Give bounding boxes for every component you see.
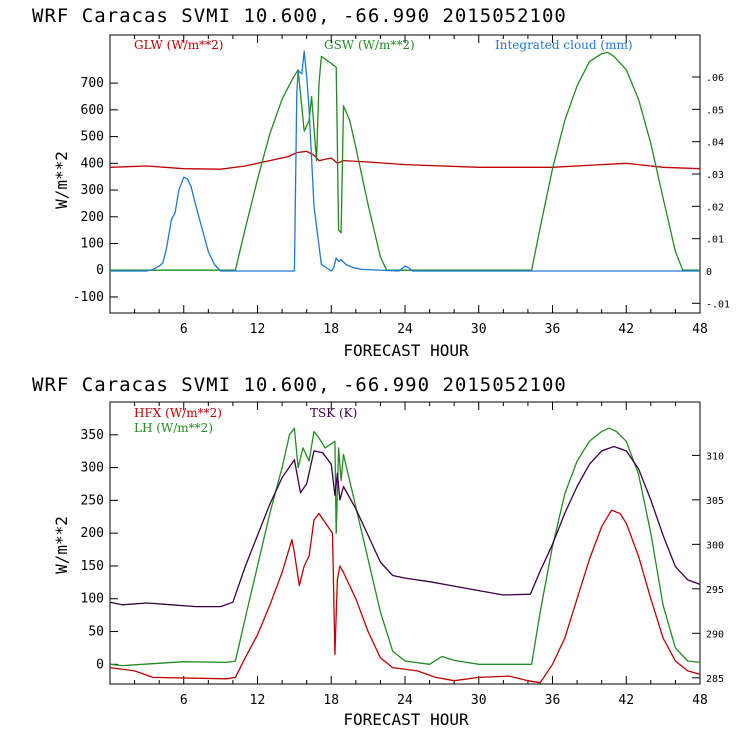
x-tick-label: 42 (618, 322, 634, 337)
y2-tick-label: .05 (706, 105, 724, 116)
y-tick-label: 300 (81, 461, 104, 476)
y-tick-label: 700 (81, 76, 104, 91)
series-line-glw (109, 150, 701, 170)
y-tick-label: 600 (81, 103, 104, 118)
top-panel-title: WRF Caracas SVMI 10.600, -66.990 2015052… (32, 5, 567, 27)
y2-tick-label: .03 (706, 170, 724, 181)
y-tick-label: 150 (81, 559, 104, 574)
y2-tick-label: .02 (706, 202, 724, 213)
y2-tick-label: 295 (706, 585, 724, 596)
x-tick-label: 30 (471, 322, 487, 337)
x-tick-label: 30 (471, 693, 487, 708)
series-line-integrated (110, 50, 700, 272)
y-tick-label: 50 (88, 625, 104, 640)
y2-tick-label: .04 (706, 138, 724, 149)
x-tick-label: 48 (692, 693, 708, 708)
bottom-panel: WRF Caracas SVMI 10.600, -66.990 2015052… (32, 374, 724, 729)
y2-tick-label: .06 (706, 73, 724, 84)
y2-tick-label: -.01 (706, 299, 730, 310)
y2-tick-label: 305 (706, 496, 724, 507)
legend-integrated-cloud: Integrated cloud (mm) (495, 38, 633, 52)
y2-tick-label: 290 (706, 629, 724, 640)
y2-tick-label: 285 (706, 674, 724, 685)
y2-tick-label: 310 (706, 451, 724, 462)
y-tick-label: 100 (81, 237, 104, 252)
y-tick-label: 200 (81, 526, 104, 541)
x-tick-label: 24 (397, 693, 413, 708)
y2-tick-label: .01 (706, 235, 724, 246)
x-tick-label: 6 (180, 322, 188, 337)
x-tick-label: 24 (397, 322, 413, 337)
series-line-gsw (110, 51, 700, 271)
bottom-panel-ylabel: W/m**2 (52, 516, 71, 574)
y-tick-label: 0 (96, 263, 104, 278)
bottom-panel-frame (109, 401, 701, 685)
y-tick-label: 250 (81, 493, 104, 508)
series-line-hfx (109, 509, 701, 684)
legend-hfx: HFX (W/m**2) (134, 406, 222, 420)
bottom-panel-title: WRF Caracas SVMI 10.600, -66.990 2015052… (32, 374, 567, 396)
top-panel-right-axis: -.01 0 .01 .02 .03 .04 .05 .06 (692, 73, 730, 310)
x-tick-label: 18 (323, 322, 339, 337)
y-tick-label: 100 (81, 592, 104, 607)
top-panel: WRF Caracas SVMI 10.600, -66.990 2015052… (32, 5, 730, 360)
bottom-panel-series (109, 427, 701, 684)
bottom-panel-x-axis: 6 12 18 24 30 36 42 48 (134, 402, 708, 708)
top-panel-series (109, 50, 701, 272)
x-tick-label: 42 (618, 693, 634, 708)
legend-tsk: TSK (K) (310, 406, 357, 420)
top-panel-xlabel: FORECAST HOUR (343, 341, 469, 360)
y-tick-label: 300 (81, 183, 104, 198)
legend-glw: GLW (W/m**2) (134, 38, 223, 52)
series-line-tsk (109, 445, 701, 608)
bottom-panel-left-axis: 0 50 100 150 200 250 300 350 (81, 428, 118, 672)
bottom-panel-xlabel: FORECAST HOUR (343, 710, 469, 729)
y-tick-label: 0 (96, 657, 104, 672)
x-tick-label: 12 (250, 322, 266, 337)
top-panel-x-axis: 6 12 18 24 30 36 42 48 (134, 35, 708, 337)
bottom-panel-right-axis: 285 290 295 300 305 310 (692, 451, 724, 685)
x-tick-label: 18 (323, 693, 339, 708)
y-tick-label: 200 (81, 210, 104, 225)
top-panel-left-axis: -100 0 100 200 300 400 500 600 700 (73, 76, 118, 305)
y2-tick-label: 0 (706, 267, 712, 278)
bottom-panel-legend: HFX (W/m**2) LH (W/m**2) TSK (K) (134, 406, 357, 435)
top-panel-ylabel: W/m**2 (52, 151, 71, 209)
x-tick-label: 48 (692, 322, 708, 337)
y-tick-label: -100 (73, 290, 104, 305)
y-tick-label: 500 (81, 130, 104, 145)
y-tick-label: 350 (81, 428, 104, 443)
legend-gsw: GSW (W/m**2) (324, 38, 415, 52)
x-tick-label: 12 (250, 693, 266, 708)
y-tick-label: 400 (81, 156, 104, 171)
x-tick-label: 36 (545, 322, 561, 337)
top-panel-legend: GLW (W/m**2) GSW (W/m**2) Integrated clo… (134, 38, 633, 52)
y2-tick-label: 300 (706, 540, 724, 551)
x-tick-label: 36 (545, 693, 561, 708)
series-line-lh (109, 427, 701, 667)
x-tick-label: 6 (180, 693, 188, 708)
legend-lh: LH (W/m**2) (134, 421, 213, 435)
